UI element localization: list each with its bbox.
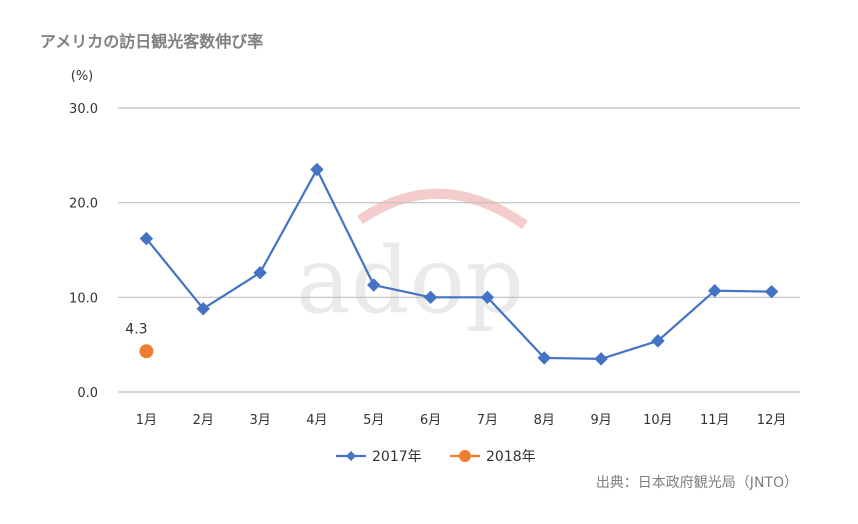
watermark-arc	[357, 188, 528, 230]
y-tick-label: 10.0	[69, 291, 98, 306]
data-label: 4.3	[125, 321, 147, 337]
x-tick-label: 2月	[193, 413, 214, 428]
x-tick-label: 12月	[757, 413, 787, 428]
x-tick-label: 10月	[643, 413, 673, 428]
data-point	[764, 284, 779, 299]
x-tick-label: 6月	[420, 413, 441, 428]
source-note: 出典：日本政府観光局（JNTO）	[595, 475, 798, 491]
data-point	[651, 334, 665, 348]
legend-marker	[346, 451, 356, 461]
x-tick-label: 3月	[249, 413, 270, 428]
data-point	[367, 278, 381, 292]
x-tick-label: 9月	[590, 413, 611, 428]
watermark-text: adop	[296, 227, 524, 334]
y-tick-label: 20.0	[69, 197, 98, 212]
data-point	[310, 162, 324, 177]
x-tick-label: 1月	[136, 413, 157, 428]
data-point	[196, 301, 210, 316]
x-tick-label: 8月	[534, 413, 555, 428]
data-point	[139, 231, 154, 246]
y-axis-unit: (%)	[71, 69, 94, 84]
watermark: adop	[296, 188, 528, 334]
data-point	[594, 352, 608, 366]
data-point	[423, 290, 438, 305]
data-point	[708, 283, 722, 298]
data-point	[480, 290, 495, 305]
legend-label: 2017年	[372, 449, 422, 465]
legend-label: 2018年	[486, 449, 536, 465]
x-tick-label: 5月	[363, 413, 384, 428]
data-point	[139, 344, 154, 359]
data-point	[253, 266, 267, 280]
x-tick-label: 7月	[477, 413, 498, 428]
chart-title: アメリカの訪日観光客数伸び率	[40, 32, 264, 51]
y-tick-label: 30.0	[69, 102, 98, 117]
legend: 2017年 2018年	[336, 449, 536, 465]
x-tick-label: 11月	[700, 413, 730, 428]
x-tick-label: 4月	[306, 413, 327, 428]
legend-marker	[459, 450, 471, 462]
y-tick-label: 0.0	[77, 386, 98, 401]
data-point	[537, 351, 551, 365]
series-line-1	[145, 167, 772, 360]
